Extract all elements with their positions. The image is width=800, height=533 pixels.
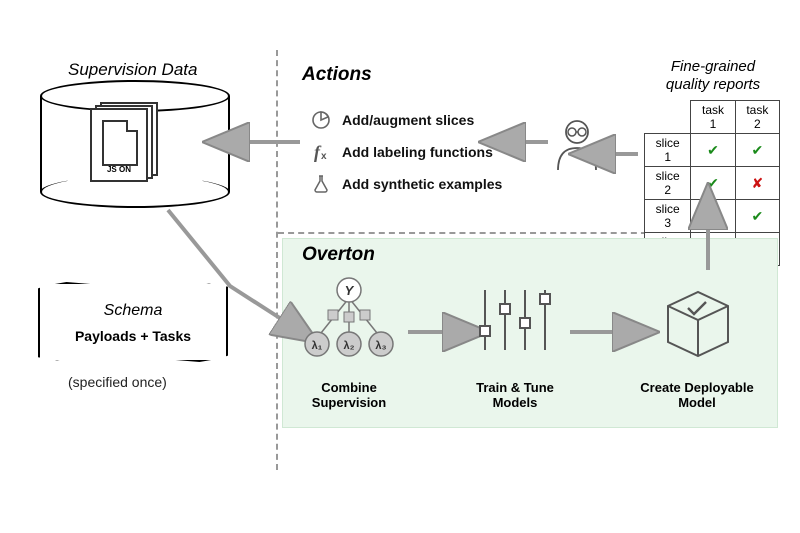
deployable-model-icon	[638, 276, 758, 368]
arrow-data-to-overton	[168, 210, 286, 322]
sliders-icon	[470, 276, 560, 364]
tree-icon: Y λ₁ λ₂ λ₃	[299, 276, 399, 364]
train-tune-label: Train & Tune Models	[460, 380, 570, 410]
combine-supervision-icon: Y λ₁ λ₂ λ₃	[294, 276, 404, 368]
package-icon	[653, 276, 743, 364]
overton-title: Overton	[302, 244, 375, 266]
file-label: JS ON	[92, 165, 146, 174]
combine-supervision-label: Combine Supervision	[294, 380, 404, 410]
deployable-model-label: Create Deployable Model	[632, 380, 762, 410]
svg-text:λ₁: λ₁	[312, 340, 323, 352]
svg-text:λ₂: λ₂	[343, 340, 354, 352]
train-tune-icon	[460, 276, 570, 368]
svg-text:λ₃: λ₃	[375, 340, 386, 352]
node-y: Y	[345, 283, 355, 298]
